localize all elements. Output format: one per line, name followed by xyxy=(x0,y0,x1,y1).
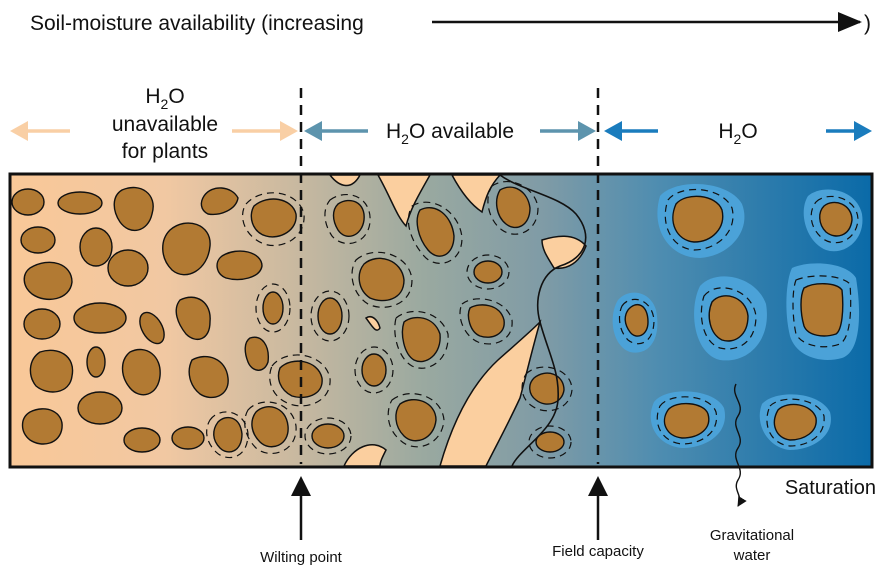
wilting-point-arrow xyxy=(291,476,311,540)
arrow-saturated-right xyxy=(826,121,872,141)
field-capacity-arrow xyxy=(588,476,608,540)
diagram-title-close: ) xyxy=(864,12,871,35)
soil-section xyxy=(8,172,874,507)
zone-label-available: H2O available xyxy=(386,120,514,147)
increasing-arrow-head xyxy=(838,12,862,32)
saturated-particles xyxy=(612,184,863,450)
zone-label-unavailable-symbol: H2O xyxy=(145,85,184,112)
saturation-label: Saturation xyxy=(785,477,876,499)
arrow-saturated-left xyxy=(604,121,658,141)
dry-particles xyxy=(11,186,269,453)
arrow-available-right xyxy=(540,121,596,141)
water-front xyxy=(499,174,587,467)
field-capacity-label: Field capacity xyxy=(552,543,644,560)
arrow-unavailable-left xyxy=(10,121,70,141)
gravitational-water-path xyxy=(733,383,747,507)
gravitational-water-label-line1: Gravitational xyxy=(710,527,794,544)
arrow-unavailable-right xyxy=(232,121,298,141)
diagram-title: Soil-moisture availability (increasing xyxy=(30,12,364,35)
zone-label-unavailable-line1: unavailable xyxy=(112,113,218,136)
soil-border xyxy=(8,172,874,469)
air-pockets xyxy=(328,174,587,467)
wilting-point-label: Wilting point xyxy=(260,549,343,566)
arrow-available-left xyxy=(304,121,368,141)
zone-label-saturated: H2O xyxy=(718,120,757,147)
zone-label-unavailable-line2: for plants xyxy=(122,140,208,163)
film-particles xyxy=(206,181,573,459)
gravitational-water-label-line2: water xyxy=(733,547,771,564)
zone-arrows xyxy=(10,121,872,141)
